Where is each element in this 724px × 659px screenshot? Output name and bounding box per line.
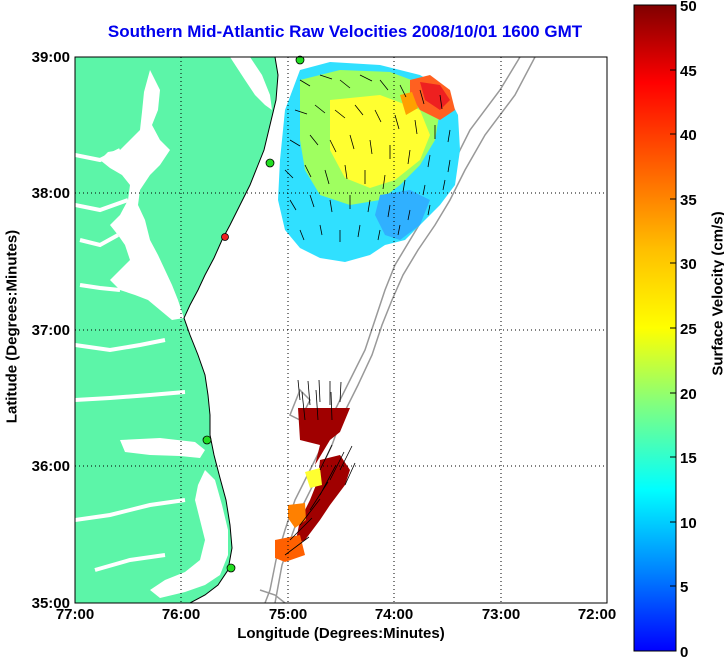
rivers <box>75 148 186 572</box>
colorbar-tick-label: 0 <box>680 644 688 659</box>
colorbar-tick-label: 35 <box>680 192 697 209</box>
colorbar-tick-label: 30 <box>680 256 697 273</box>
y-axis-label: Latitude (Degrees:Minutes) <box>3 229 21 424</box>
colorbar-label: Surface Velocity (cm/s) <box>709 211 724 376</box>
colorbar-tick-label: 15 <box>680 450 697 467</box>
y-tick-label: 35:00 <box>32 595 70 612</box>
map-title: Southern Mid-Atlantic Raw Velocities 200… <box>107 22 583 41</box>
x-tick-label: 72:00 <box>578 606 616 623</box>
x-tick-labels: 77:00 76:00 75:00 74:00 73:00 72:00 <box>56 606 616 623</box>
coastline <box>183 57 279 603</box>
x-axis-label: Longitude (Degrees:Minutes) <box>237 625 445 642</box>
colorbar-tick-label: 50 <box>680 0 697 15</box>
colorbar-tick-label: 40 <box>680 127 697 144</box>
y-tick-label: 39:00 <box>32 49 70 66</box>
velocity-field-north <box>278 62 460 262</box>
velocity-field-south <box>275 379 356 562</box>
y-tick-label: 38:00 <box>32 185 70 202</box>
grid-lines <box>75 57 607 603</box>
colorbar-tick-label: 45 <box>680 63 697 80</box>
x-tick-label: 77:00 <box>56 606 94 623</box>
y-tick-label: 36:00 <box>32 458 70 475</box>
x-tick-label: 75:00 <box>269 606 307 623</box>
colorbar-tick-labels: 50 45 40 35 30 25 20 15 10 5 0 <box>680 0 697 659</box>
colorbar-ticks <box>670 4 676 587</box>
station-markers <box>202 55 305 573</box>
x-tick-label: 74:00 <box>375 606 413 623</box>
colorbar-tick-label: 5 <box>680 579 688 596</box>
delaware-bay <box>230 57 272 110</box>
colorbar-tick-label: 25 <box>680 321 697 338</box>
x-tick-label: 73:00 <box>482 606 520 623</box>
x-tick-label: 76:00 <box>162 606 200 623</box>
colorbar-tick-label: 20 <box>680 386 697 403</box>
colorbar <box>633 4 677 652</box>
y-tick-labels: 39:00 38:00 37:00 36:00 35:00 <box>32 49 70 612</box>
chesapeake-bay <box>100 70 184 320</box>
albemarle-sound <box>120 438 205 458</box>
colorbar-tick-label: 10 <box>680 515 697 532</box>
y-tick-label: 37:00 <box>32 322 70 339</box>
pamlico-sound <box>150 470 228 598</box>
